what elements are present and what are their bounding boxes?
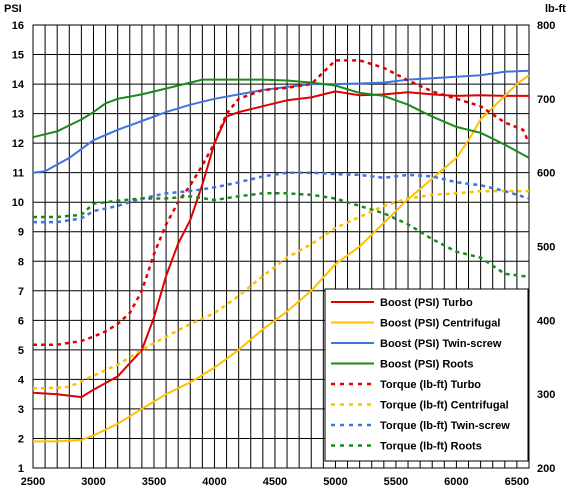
y-right-tick-label: 700 [537, 94, 555, 106]
series-line-1 [32, 90, 529, 399]
y-left-tick-label: 3 [18, 404, 24, 416]
x-tick-label: 5500 [384, 476, 408, 488]
x-tick-label: 5000 [323, 476, 347, 488]
y-left-tick-label: 5 [18, 345, 24, 357]
x-tick-label: 6500 [505, 476, 529, 488]
legend-label: Boost (PSI) Twin-screw [380, 338, 502, 350]
right-axis-title: lb-ft [545, 3, 566, 15]
y-left-tick-label: 7 [18, 286, 24, 298]
legend-label: Boost (PSI) Roots [380, 359, 474, 371]
y-right-tick-label: 400 [537, 315, 555, 327]
y-left-tick-label: 10 [12, 197, 24, 209]
series-line-7 [33, 171, 530, 224]
legend-label: Boost (PSI) Turbo [380, 297, 473, 309]
legend-label: Torque (lb-ft) Centrifugal [380, 400, 509, 412]
y-left-tick-label: 11 [12, 168, 24, 180]
y-right-tick-label: 600 [537, 168, 555, 180]
left-axis-title: PSI [4, 3, 22, 15]
legend: Boost (PSI) Turbo Boost (PSI) Centrifugal… [324, 288, 529, 462]
y-left-tick-label: 8 [18, 256, 24, 268]
x-tick-label: 4000 [202, 476, 226, 488]
x-tick-label: 2500 [21, 476, 45, 488]
y-left-tick-label: 2 [18, 433, 24, 445]
y-left-tick-label: 4 [18, 374, 25, 386]
legend-box [324, 288, 529, 462]
y-left-tick-label: 6 [18, 315, 24, 327]
y-right-tick-label: 300 [537, 389, 555, 401]
y-left-tick-label: 13 [12, 109, 24, 121]
y-left-tick-label: 14 [12, 79, 25, 91]
y-left-tick-label: 15 [12, 50, 24, 62]
tick-labels: 2500 3000 3500 4000 4500 5000 5500 6000 65001234… [12, 20, 556, 488]
x-tick-label: 4500 [263, 476, 287, 488]
y-right-tick-label: 200 [537, 463, 555, 475]
y-right-tick-label: 800 [537, 20, 555, 32]
legend-label: Torque (lb-ft) Roots [380, 441, 482, 453]
series-line-6 [33, 189, 529, 390]
y-left-tick-label: 9 [18, 227, 24, 239]
series-line-2 [33, 74, 530, 443]
x-tick-label: 3500 [142, 476, 166, 488]
y-left-tick-label: 16 [12, 20, 24, 32]
legend-label: Torque (lb-ft) Twin-screw [380, 420, 510, 432]
legend-label: Torque (lb-ft) Turbo [380, 379, 481, 391]
x-tick-label: 3000 [81, 476, 105, 488]
series-layer [32, 59, 531, 443]
y-right-tick-label: 500 [537, 242, 555, 254]
x-tick-label: 6000 [444, 476, 468, 488]
legend-label: Boost (PSI) Centrifugal [380, 318, 500, 330]
series-line-4 [32, 78, 530, 159]
y-left-tick-label: 1 [18, 463, 24, 475]
y-left-tick-label: 12 [12, 138, 24, 150]
series-line-8 [33, 192, 530, 279]
